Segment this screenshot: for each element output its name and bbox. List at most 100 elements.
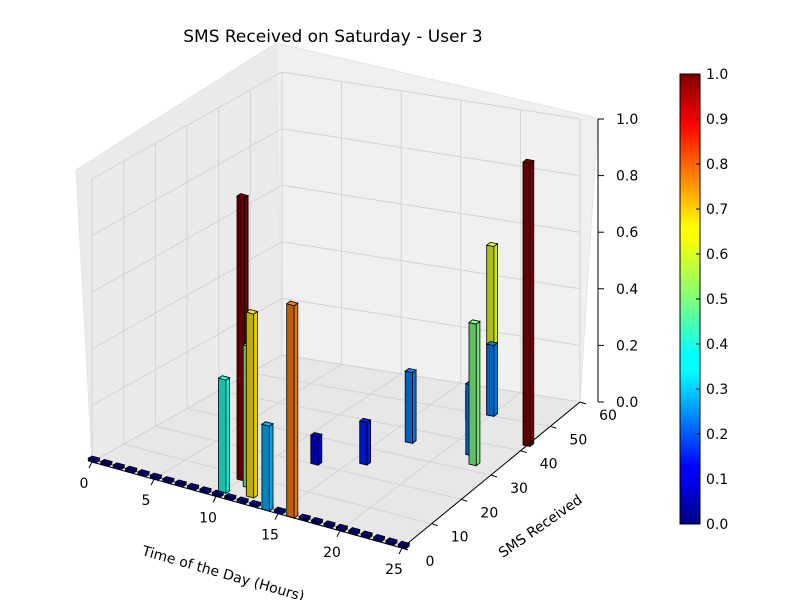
bar [149,472,163,481]
y-tick-mark [520,450,527,454]
bar-top [236,496,250,502]
bar-top [310,516,324,523]
bar [198,486,212,495]
bar [404,367,418,445]
bar-top [485,341,499,346]
bar-front [359,420,368,466]
bar [217,375,231,495]
bar-top [468,319,481,325]
bar-top [161,476,175,482]
y-tick-label: 0 [426,554,435,570]
y-tick-label: 10 [451,530,469,546]
bars [87,158,535,550]
bar [298,513,312,523]
bar [211,489,225,499]
bar [260,421,274,512]
colorbar-tick-label: 0.7 [706,202,728,218]
bar-front [404,370,413,444]
colorbar-tick-label: 0.4 [706,337,728,353]
bar-side [366,419,372,466]
z-tick-label: 0.0 [616,395,638,411]
bar-top [217,375,231,381]
bar-top [372,533,386,540]
bar-front [245,311,255,499]
y-tick-mark [490,474,498,478]
y-tick-label: 50 [569,432,587,448]
y-tick-mark [579,401,587,405]
bar [245,309,259,499]
bar-top [404,367,418,374]
bar-top [198,486,212,492]
bar-side [268,422,274,512]
bar [335,523,349,533]
bar-side [493,341,498,418]
bar-side [293,302,299,519]
colorbar-tick-label: 0.3 [706,382,728,398]
bar-top [248,499,262,506]
bar-top [136,469,151,475]
bar-front [522,161,531,447]
bar-side [317,433,323,466]
bar-top [360,530,373,537]
z-tick-label: 0.8 [616,169,638,185]
colorbar-tick-label: 0.2 [706,427,728,443]
y-tick-mark [401,547,409,551]
y-tick-label: 20 [480,505,498,521]
x-tick-mark [336,530,341,538]
bar-top [347,527,361,533]
grid-line-z [91,128,581,237]
bar-front [310,434,319,466]
x-tick-label: 0 [80,476,89,492]
bar-top [236,193,250,199]
y-tick-label: 40 [540,457,558,473]
bar [468,319,481,467]
z-tick-label: 0.2 [616,338,638,354]
bar-front [286,303,295,519]
x-tick-mark [212,496,217,503]
bar [397,540,411,550]
bar-side [529,159,535,448]
bar-top [87,455,101,461]
x-tick-mark [88,461,93,469]
bar-top [358,417,372,424]
bar [273,506,287,516]
bar-front [261,423,270,512]
bar-top [112,462,126,468]
chart-title: SMS Received on Saturday - User 3 [183,27,483,47]
bar-top [273,506,287,513]
bar-side [225,376,231,495]
axes: 0 5 10 15 20 25 0 10 20 30 40 50 600.0 0.2 0.4 0.6 0.8 1.… [80,112,639,578]
x-tick-label: 25 [385,562,403,578]
axis-panes [75,42,599,549]
bar-top [522,158,535,164]
x-tick-mark [274,513,279,520]
colorbar-tick-label: 0.8 [706,157,728,173]
y-axis-label: SMS Received [496,492,585,561]
bar-top [298,513,312,520]
colorbar-ticks: 0.0 0.1 0.2 0.3 0.4 0.5 0.6 0.7 0.8 0.9 1.0 [696,67,728,533]
bar-top [174,479,188,485]
grid-line-z [91,184,581,293]
y-tick-label: 30 [510,481,528,497]
x-tick-mark [150,478,155,486]
bar [485,341,499,418]
colorbar-tick-label: 0.9 [706,112,728,128]
bar-top [223,493,237,499]
bar-top [485,241,499,247]
x-axis-line [91,461,403,549]
x-tick-label: 10 [199,510,217,526]
colorbar: 0.0 0.1 0.2 0.3 0.4 0.5 0.6 0.7 0.8 0.9 1.0 [679,67,728,533]
bar [323,520,336,530]
bar-top [385,537,398,544]
bar-top [323,520,336,527]
bar-top [186,482,200,489]
x-tick-mark [398,547,403,555]
bar-top [124,465,138,471]
bar-top [149,472,163,478]
colorbar-tick-label: 0.0 [706,517,728,533]
y-tick-mark [461,498,468,502]
colorbar-tick-label: 0.1 [706,472,728,488]
bar [223,493,237,502]
x-tick-label: 15 [261,528,279,544]
